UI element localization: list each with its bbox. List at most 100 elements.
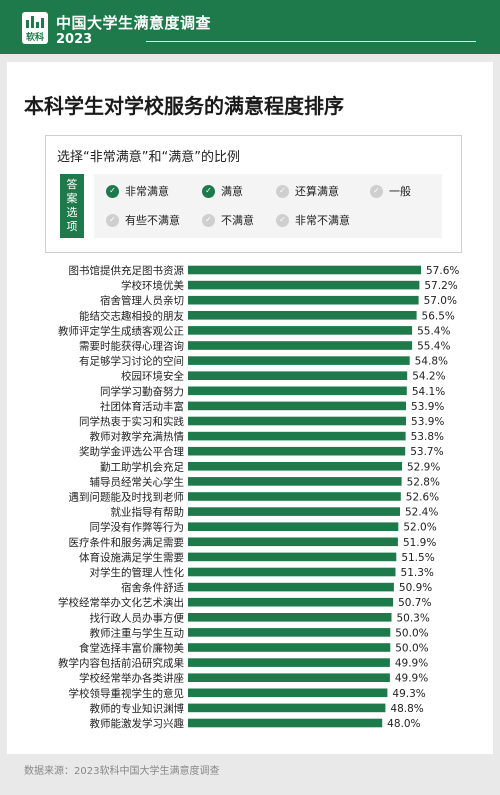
bar-value-label: 51.5% bbox=[401, 552, 434, 564]
bar bbox=[188, 401, 406, 411]
data-source: 数据来源：2023软科中国大学生满意度调查 bbox=[24, 766, 220, 777]
bar bbox=[188, 280, 420, 290]
bar-value-label: 54.8% bbox=[415, 356, 448, 368]
bar bbox=[188, 658, 390, 667]
bar-category-label: 有足够学习讨论的空间 bbox=[79, 355, 184, 368]
bar-category-label: 同学没有作弊等行为 bbox=[90, 521, 185, 534]
bar bbox=[188, 492, 401, 501]
legend-option-average: ✓ 一般 bbox=[370, 183, 411, 199]
bar bbox=[188, 567, 396, 577]
bar-category-label: 学校经常举办各类讲座 bbox=[79, 672, 184, 685]
bar-value-label: 53.9% bbox=[411, 401, 444, 413]
legend-options: ✓ 非常满意 ✓ 满意 ✓ 还算满意 ✓ 一般 ✓ 有些不满意 ✓ 不满意 bbox=[94, 174, 442, 238]
check-icon: ✓ bbox=[106, 213, 119, 227]
chart-title: 本科学生对学校服务的满意程度排序 bbox=[24, 94, 344, 118]
bar-category-label: 奖助学金评选公平合理 bbox=[79, 445, 184, 458]
bar-value-label: 50.9% bbox=[399, 582, 432, 594]
header-divider bbox=[146, 41, 476, 42]
survey-title: 中国大学生满意度调查 bbox=[56, 14, 212, 32]
bar-value-label: 57.2% bbox=[424, 280, 457, 292]
bar bbox=[188, 416, 406, 426]
legend-side-char: 项 bbox=[66, 220, 78, 233]
bar-category-label: 教师对教学充满热情 bbox=[90, 430, 185, 443]
check-icon: ✓ bbox=[106, 184, 119, 198]
bar bbox=[188, 431, 406, 441]
bar-category-label: 教师注重与学生互动 bbox=[90, 626, 185, 639]
legend-option-very-satisfied: ✓ 非常满意 bbox=[106, 183, 169, 199]
bar-category-label: 食堂选择丰富价廉物美 bbox=[79, 642, 184, 655]
ruanke-logo: 软科 bbox=[22, 12, 48, 44]
legend-option-label: 非常满意 bbox=[125, 185, 169, 198]
bar-category-label: 同学热衷于实习和实践 bbox=[79, 415, 184, 428]
legend-option-label: 还算满意 bbox=[295, 185, 339, 198]
bar bbox=[188, 628, 391, 637]
bar bbox=[188, 265, 421, 275]
bar-category-label: 宿舍条件舒适 bbox=[121, 581, 184, 594]
bar-value-label: 49.9% bbox=[395, 658, 428, 670]
bar-category-label: 同学学习勤奋努力 bbox=[100, 385, 184, 398]
bar bbox=[188, 643, 391, 652]
bar-category-label: 医疗条件和服务满足需要 bbox=[69, 536, 185, 549]
bar-category-label: 教师的专业知识渊博 bbox=[90, 702, 185, 715]
bar-value-label: 56.5% bbox=[422, 310, 455, 322]
bar-value-label: 48.8% bbox=[390, 703, 423, 715]
bar bbox=[188, 718, 383, 728]
header-banner: 软科 中国大学生满意度调查 2023 bbox=[0, 0, 500, 54]
legend-option-satisfied: ✓ 满意 bbox=[202, 183, 243, 199]
bar-category-label: 图书馆提供充足图书资源 bbox=[69, 264, 185, 277]
bar-value-label: 50.0% bbox=[395, 627, 428, 639]
bar-value-label: 52.6% bbox=[406, 492, 439, 504]
legend-side-char: 答 bbox=[66, 178, 78, 191]
bar-category-label: 学校环境优美 bbox=[121, 279, 184, 292]
bar-category-label: 教学内容包括前沿研究成果 bbox=[58, 657, 184, 670]
bar bbox=[188, 295, 419, 305]
bar-value-label: 50.7% bbox=[398, 597, 431, 609]
bar bbox=[188, 582, 394, 592]
bar-category-label: 需要时能获得心理咨询 bbox=[79, 340, 184, 353]
bar-value-label: 52.0% bbox=[403, 522, 436, 534]
bar-value-label: 54.2% bbox=[412, 371, 445, 383]
bar bbox=[188, 341, 413, 350]
bar-category-label: 社团体育活动丰富 bbox=[100, 400, 184, 413]
bar bbox=[188, 703, 386, 713]
bar-value-label: 53.9% bbox=[411, 416, 444, 428]
bar-value-label: 57.0% bbox=[424, 295, 457, 307]
check-icon: ✓ bbox=[202, 213, 215, 227]
survey-year: 2023 bbox=[56, 32, 93, 47]
bar bbox=[188, 688, 388, 698]
bar bbox=[188, 386, 407, 396]
bar bbox=[188, 477, 402, 486]
bar-value-label: 50.3% bbox=[396, 612, 429, 624]
bar-value-label: 49.3% bbox=[392, 688, 425, 700]
bar-value-label: 51.3% bbox=[401, 567, 434, 579]
legend-option-label: 满意 bbox=[221, 185, 243, 198]
bar bbox=[188, 522, 399, 531]
bar bbox=[188, 613, 392, 622]
bar-value-label: 52.4% bbox=[405, 507, 438, 519]
logo-bars-icon bbox=[26, 16, 44, 28]
bar-category-label: 就业指导有帮助 bbox=[111, 506, 185, 519]
bar bbox=[188, 446, 406, 456]
legend-option-fairly-satisfied: ✓ 还算满意 bbox=[276, 183, 339, 199]
bar bbox=[188, 326, 413, 335]
bar-value-label: 53.8% bbox=[411, 431, 444, 443]
bar bbox=[188, 552, 397, 562]
bar bbox=[188, 597, 394, 607]
bar-value-label: 49.9% bbox=[395, 673, 428, 685]
legend-side-label: 答 案 选 项 bbox=[60, 174, 84, 238]
bar bbox=[188, 507, 400, 516]
legend-option-very-dissatisfied: ✓ 非常不满意 bbox=[276, 212, 350, 228]
bar-value-label: 51.9% bbox=[403, 537, 436, 549]
bar-value-label: 50.0% bbox=[395, 643, 428, 655]
bar bbox=[188, 356, 410, 365]
bar-category-label: 能结交志趣相投的朋友 bbox=[79, 309, 184, 322]
legend-option-label: 一般 bbox=[389, 185, 411, 198]
bar-value-label: 55.4% bbox=[417, 325, 450, 337]
bar-value-label: 55.4% bbox=[417, 341, 450, 353]
bar-value-label: 57.6% bbox=[426, 265, 459, 277]
legend-option-label: 有些不满意 bbox=[125, 214, 180, 227]
answer-legend: 选择“非常满意”和“满意”的比例 答 案 选 项 ✓ 非常满意 ✓ 满意 ✓ 还… bbox=[45, 135, 462, 253]
bar-category-label: 体育设施满足学生需要 bbox=[79, 551, 184, 564]
check-icon: ✓ bbox=[370, 184, 383, 198]
legend-side-char: 选 bbox=[66, 206, 78, 219]
